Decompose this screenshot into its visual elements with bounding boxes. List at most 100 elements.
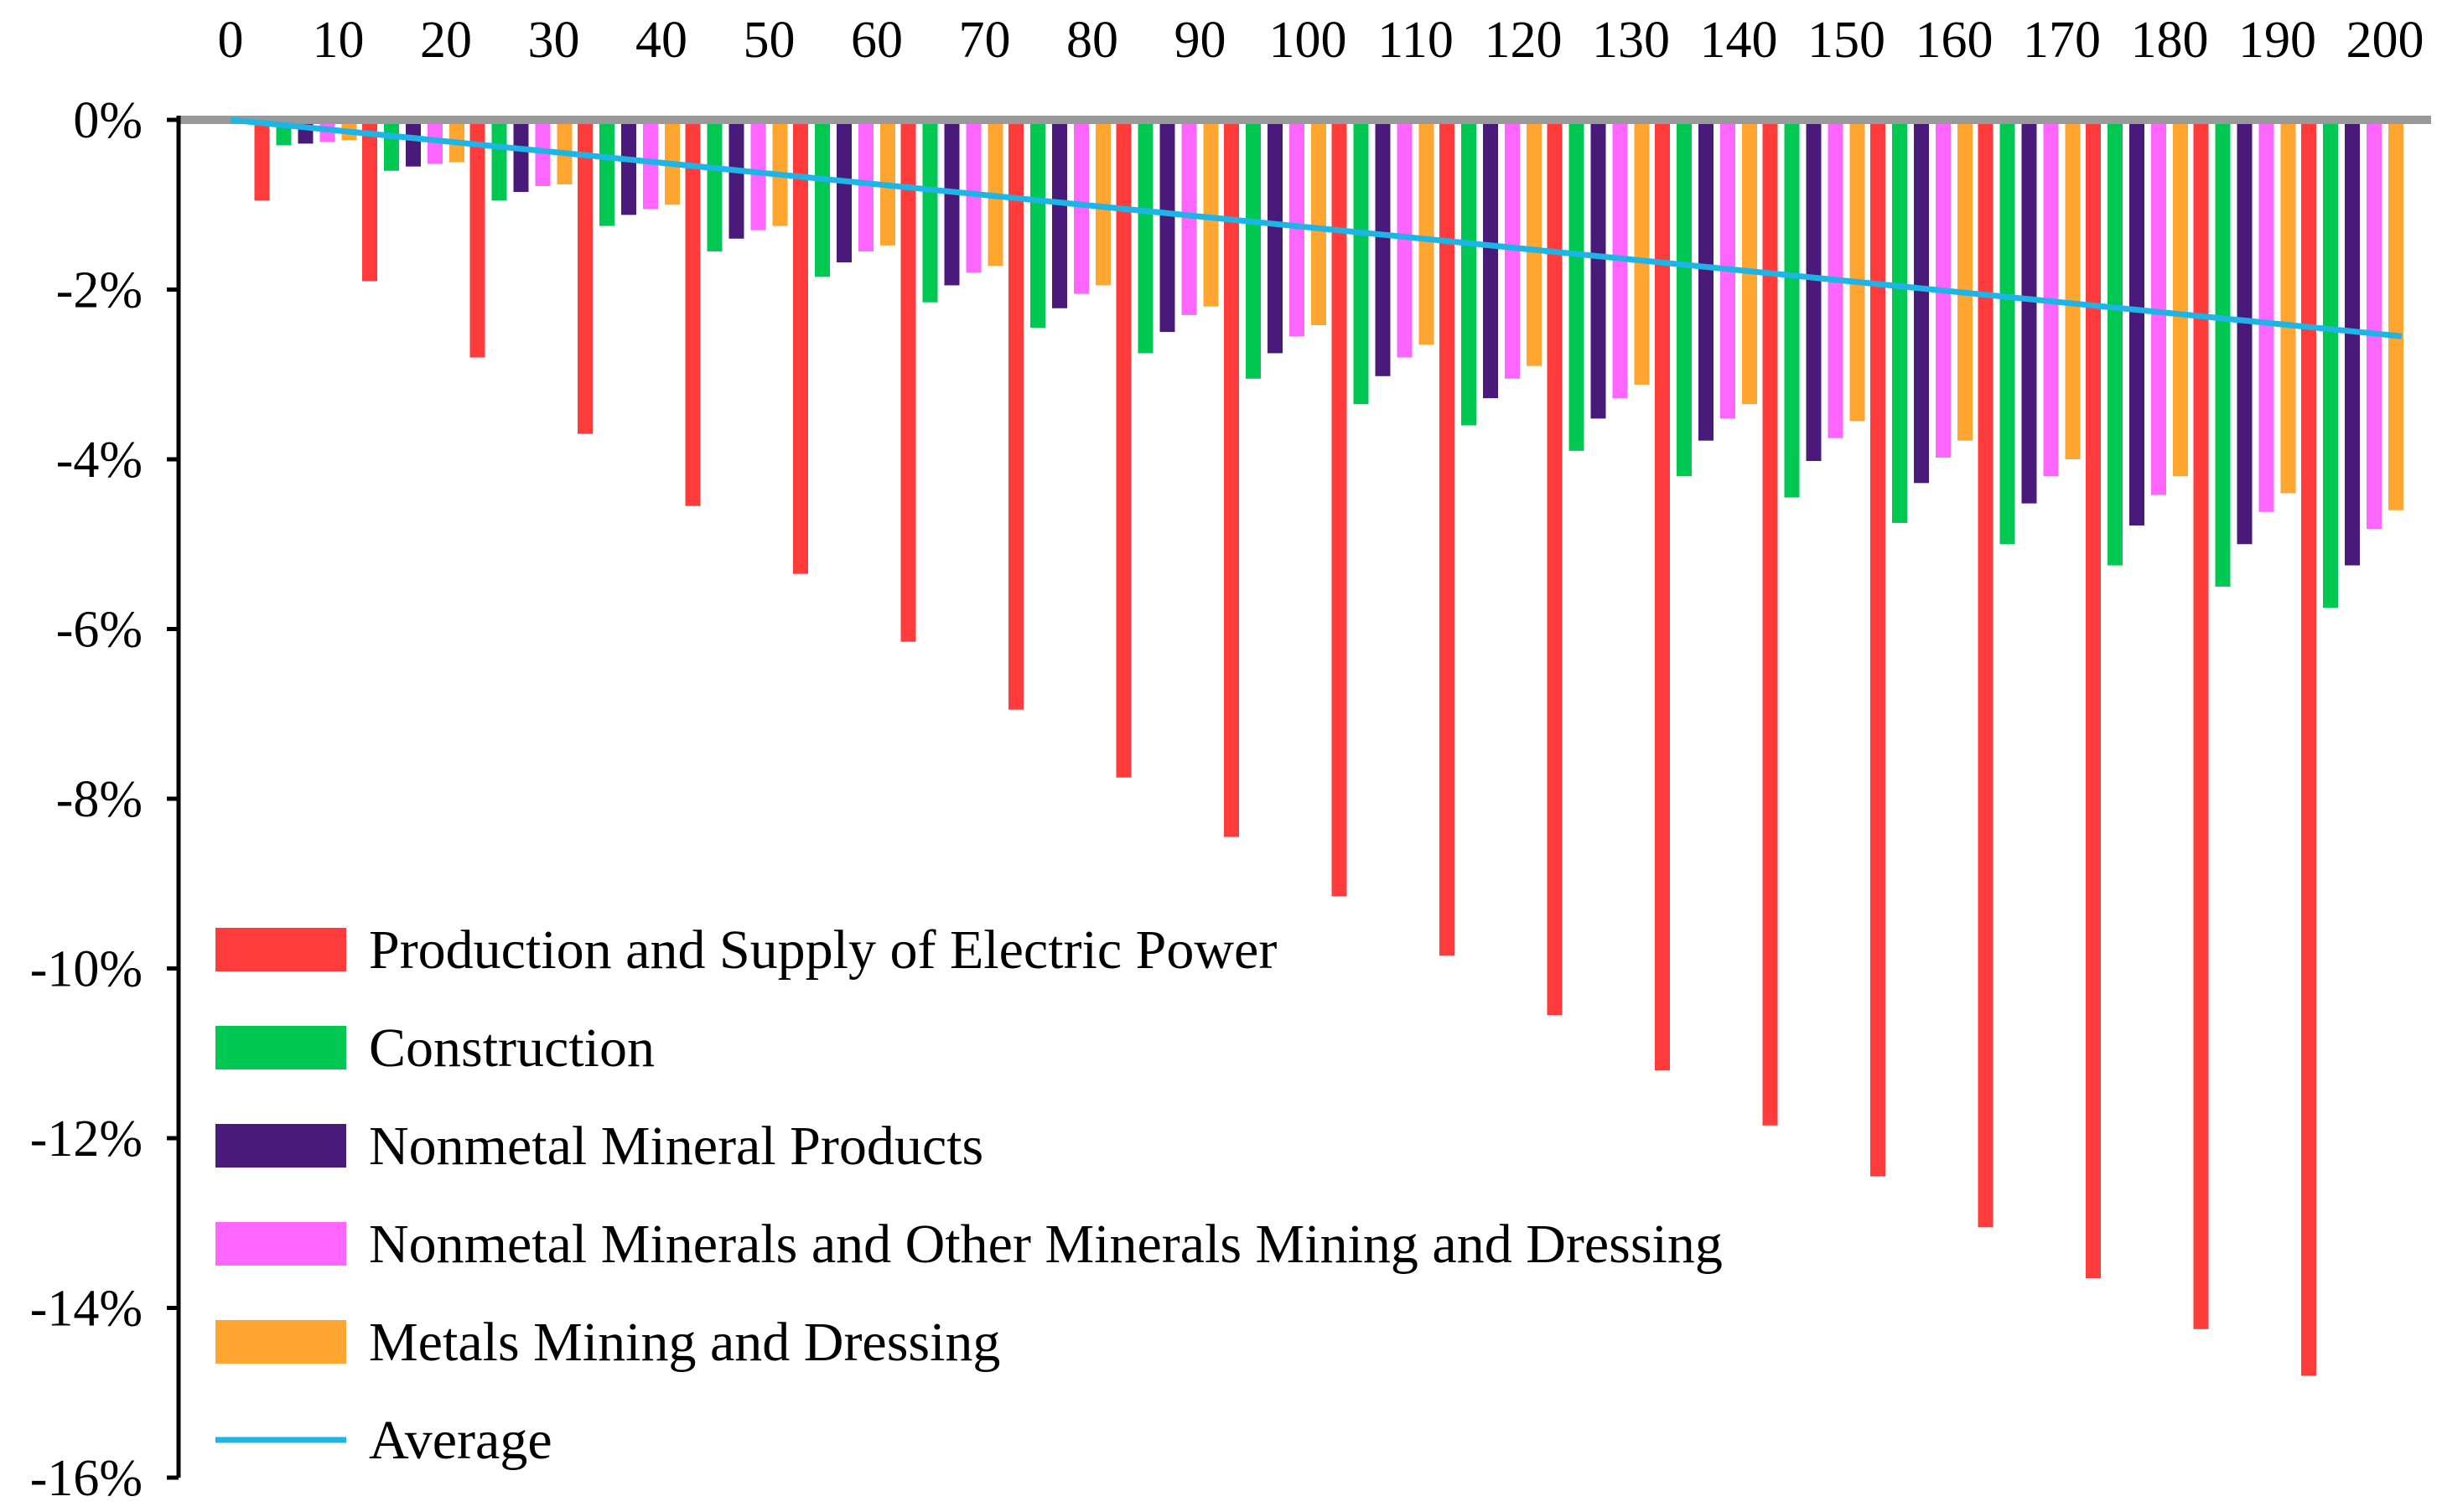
bar-2-150 [1784,120,1800,498]
bar-3-50 [728,120,744,239]
bar-5-70 [988,120,1003,267]
bar-2-160 [1892,120,1907,523]
x-tick-labels: 0 10 20 30 40 50 60 70 80 90 100 110 120 130 140 150 160… [218,12,2424,69]
legend-label: Average [369,1410,552,1471]
bar-3-160 [1914,120,1929,484]
x-tick-label: 30 [528,12,580,69]
bar-1-120 [1439,120,1454,956]
bar-5-180 [2173,120,2188,477]
x-tick-label: 180 [2131,12,2209,69]
bar-3-190 [2237,120,2253,545]
bar-5-90 [1203,120,1219,307]
bar-1-50 [685,120,701,506]
x-tick-label: 20 [420,12,472,69]
x-tick-label: 120 [1485,12,1563,69]
bar-2-40 [599,120,614,226]
bar-3-140 [1698,120,1714,441]
bar-3-70 [944,120,960,286]
bar-1-70 [900,120,916,642]
y-tick-label: -12% [30,1111,143,1168]
bar-4-170 [2043,120,2059,477]
bar-4-180 [2151,120,2166,495]
y-tick-labels: 0% -2% -4% -6% -8% -10% -12% -14% -16% [30,92,143,1507]
legend-swatch [215,1320,346,1364]
legend-swatch [215,1026,346,1069]
x-tick-label: 110 [1377,12,1454,69]
legend-label: Nonmetal Minerals and Other Minerals Min… [369,1214,1723,1275]
bar-1-190 [2193,120,2209,1329]
bar-2-80 [1030,120,1045,329]
bar-2-110 [1353,120,1369,405]
y-tick-label: -8% [56,771,143,828]
legend-swatch [215,1124,346,1168]
bar-1-130 [1547,120,1563,1016]
bar-2-20 [384,120,399,171]
bar-2-50 [707,120,723,251]
bar-1-30 [469,120,485,358]
x-tick-label: 150 [1807,12,1885,69]
bar-2-120 [1461,120,1476,426]
bar-3-60 [837,120,852,263]
bar-2-180 [2108,120,2123,566]
bar-3-90 [1159,120,1175,333]
bar-3-200 [2345,120,2360,566]
x-tick-label: 200 [2346,12,2424,69]
legend-label: Metals Mining and Dressing [369,1312,1000,1373]
bar-1-160 [1870,120,1885,1177]
x-tick-label: 100 [1269,12,1347,69]
y-tick-label: -2% [56,262,143,319]
legend-swatch [215,928,346,971]
bar-1-90 [1116,120,1132,778]
average-line [230,117,2403,339]
x-tick-label: 80 [1066,12,1118,69]
bar-3-20 [406,120,421,167]
bar-4-190 [2258,120,2274,512]
x-tick-label: 0 [218,12,244,69]
y-tick-label: -4% [56,432,143,489]
bar-5-150 [1849,120,1865,422]
bar-1-150 [1762,120,1778,1126]
bar-3-180 [2129,120,2144,526]
bar-1-200 [2301,120,2316,1376]
bar-5-110 [1418,120,1434,345]
bar-3-130 [1590,120,1606,419]
bar-5-80 [1096,120,1111,286]
bar-3-100 [1268,120,1283,354]
bar-1-10 [254,120,270,201]
legend-swatch [215,1222,346,1266]
bar-3-80 [1052,120,1067,308]
bar-1-170 [1978,120,1994,1228]
axes [167,116,2431,1480]
bar-2-100 [1246,120,1261,379]
bar-2-190 [2215,120,2231,587]
legend: Production and Supply of Electric Power C… [215,919,1723,1471]
x-tick-label: 40 [635,12,687,69]
bar-1-110 [1331,120,1347,897]
bar-5-200 [2388,120,2403,510]
x-tick-label: 130 [1592,12,1670,69]
bar-2-90 [1138,120,1154,354]
x-tick-label: 90 [1174,12,1226,69]
bar-3-30 [513,120,529,193]
x-tick-label: 140 [1700,12,1778,69]
bar-layer [254,120,2403,1376]
y-tick-label: -10% [30,941,143,998]
bar-3-150 [1806,120,1822,462]
bar-5-160 [1957,120,1973,441]
y-tick-label: -16% [30,1450,143,1507]
x-tick-label: 60 [851,12,903,69]
bar-2-170 [1999,120,2015,545]
bar-3-40 [621,120,636,215]
bar-3-120 [1483,120,1498,399]
bar-1-60 [793,120,808,574]
x-tick-label: 10 [313,12,365,69]
bar-1-100 [1224,120,1239,837]
bar-2-70 [922,120,938,303]
x-tick-label: 190 [2238,12,2316,69]
bar-2-200 [2323,120,2338,608]
legend-label: Nonmetal Mineral Products [369,1116,983,1177]
bar-2-130 [1568,120,1584,451]
y-tick-label: 0% [73,92,143,149]
bar-1-20 [362,120,377,282]
